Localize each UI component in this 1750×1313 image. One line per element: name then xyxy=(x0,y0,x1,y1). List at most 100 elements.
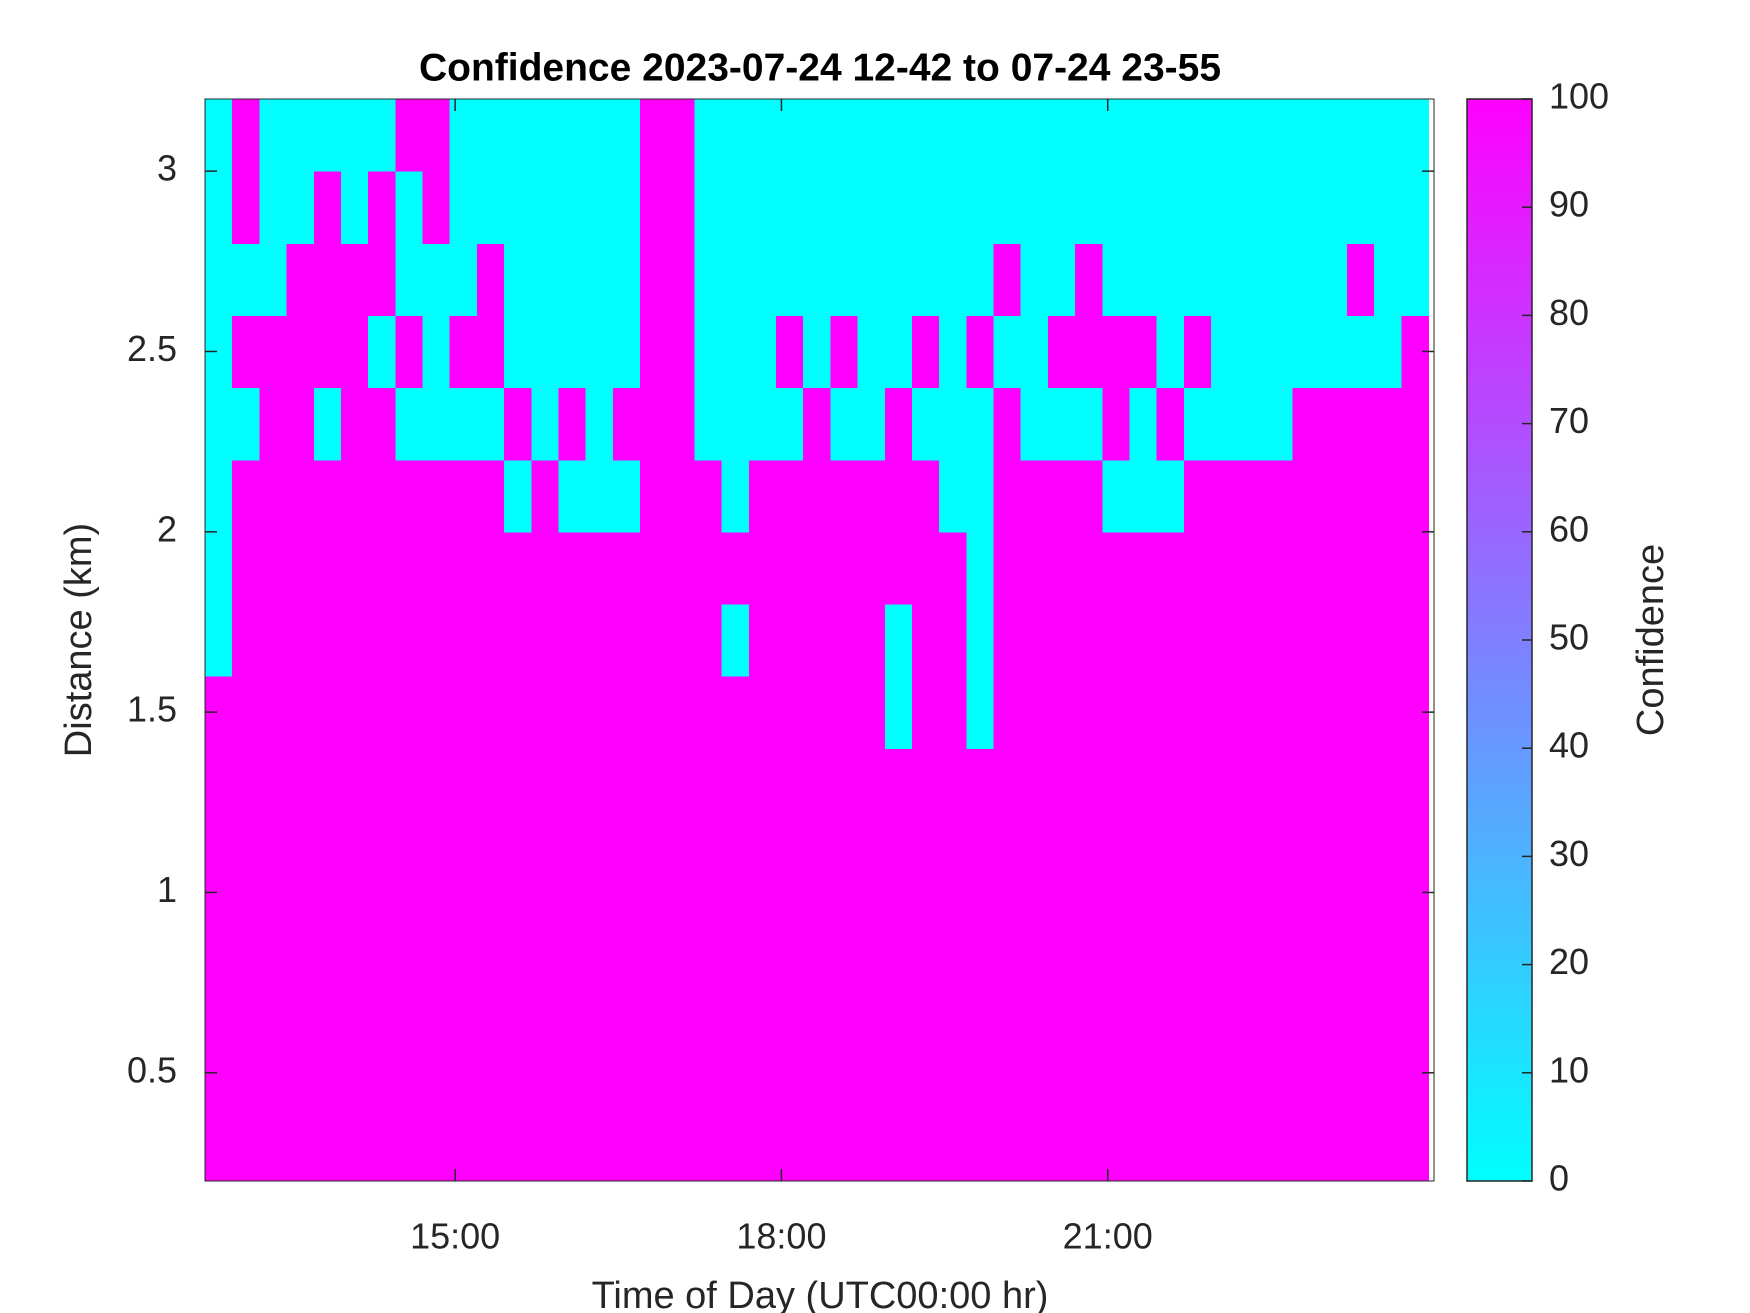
heatmap-cell xyxy=(476,603,505,677)
heatmap-cell xyxy=(993,1108,1022,1181)
heatmap-cell xyxy=(558,1036,587,1110)
heatmap-cell xyxy=(1265,603,1294,677)
heatmap-cell xyxy=(775,315,804,389)
heatmap-cell xyxy=(585,171,614,244)
heatmap-cell xyxy=(1129,964,1158,1038)
heatmap-cell xyxy=(721,1036,750,1110)
heatmap-cell xyxy=(884,315,913,389)
heatmap-cell xyxy=(313,964,342,1038)
heatmap-cell xyxy=(748,387,777,461)
heatmap-cell xyxy=(286,748,315,821)
heatmap-cell xyxy=(313,892,342,966)
heatmap-cell xyxy=(313,676,342,749)
heatmap-cell xyxy=(1211,676,1239,749)
heatmap-cell xyxy=(1292,820,1321,894)
heatmap-cell xyxy=(1047,603,1076,677)
heatmap-cell xyxy=(476,820,505,894)
heatmap-cell xyxy=(259,820,288,894)
heatmap-cell xyxy=(1129,243,1158,316)
heatmap-cell xyxy=(612,820,641,894)
heatmap-cell xyxy=(531,748,560,821)
colorbar-tick-label: 70 xyxy=(1549,400,1589,441)
heatmap-cell xyxy=(1374,171,1402,244)
heatmap-cell xyxy=(313,1036,342,1110)
heatmap-cell xyxy=(939,387,967,461)
heatmap-cell xyxy=(612,99,641,172)
heatmap-cell xyxy=(748,1108,777,1181)
heatmap-cell xyxy=(612,748,641,821)
heatmap-cell xyxy=(667,387,696,461)
heatmap-cell xyxy=(830,1036,859,1110)
heatmap-cell xyxy=(1238,315,1267,389)
heatmap-cell xyxy=(1319,1108,1348,1181)
heatmap-cell xyxy=(748,459,777,533)
heatmap-cell xyxy=(1346,964,1375,1038)
heatmap-cell xyxy=(857,820,886,894)
heatmap-cell xyxy=(395,531,424,605)
heatmap-cell xyxy=(721,1108,750,1181)
heatmap-cell xyxy=(667,892,696,966)
colorbar-tick-label: 90 xyxy=(1549,184,1589,225)
heatmap-cell xyxy=(1183,243,1212,316)
heatmap-cell xyxy=(558,459,587,533)
heatmap-cell xyxy=(395,171,424,244)
heatmap-cell xyxy=(205,964,233,1038)
heatmap-cell xyxy=(721,387,750,461)
heatmap-cell xyxy=(232,1108,260,1181)
heatmap-cell xyxy=(748,820,777,894)
heatmap-cell xyxy=(1020,99,1049,172)
heatmap-cell xyxy=(667,243,696,316)
heatmap-cell xyxy=(1401,820,1430,894)
heatmap-cell xyxy=(612,243,641,316)
heatmap-cell xyxy=(694,459,723,533)
heatmap-cell xyxy=(368,748,396,821)
heatmap-cell xyxy=(205,820,233,894)
heatmap-cell xyxy=(1346,603,1375,677)
heatmap-cell xyxy=(694,99,723,172)
heatmap-cell xyxy=(259,676,288,749)
heatmap-cell xyxy=(395,1036,424,1110)
heatmap-cell xyxy=(504,99,532,172)
heatmap-cell xyxy=(1211,603,1239,677)
heatmap-cell xyxy=(1047,1108,1076,1181)
heatmap-cell xyxy=(476,171,505,244)
heatmap-cell xyxy=(286,531,315,605)
heatmap-cell xyxy=(1102,603,1131,677)
heatmap-cell xyxy=(1238,892,1267,966)
heatmap-cell xyxy=(721,171,750,244)
heatmap-cell xyxy=(585,676,614,749)
heatmap-cell xyxy=(694,676,723,749)
heatmap-cell xyxy=(1292,315,1321,389)
heatmap-cell xyxy=(1374,1108,1402,1181)
heatmap-cell xyxy=(748,748,777,821)
heatmap-cell xyxy=(775,171,804,244)
heatmap-cell xyxy=(830,459,859,533)
heatmap-cell xyxy=(585,387,614,461)
heatmap-cell xyxy=(966,315,995,389)
heatmap-cell xyxy=(694,531,723,605)
heatmap-cell xyxy=(368,459,396,533)
heatmap-cell xyxy=(1401,99,1430,172)
heatmap-cell xyxy=(911,892,940,966)
heatmap-cell xyxy=(993,603,1022,677)
heatmap-cell xyxy=(340,315,369,389)
heatmap-cell xyxy=(232,676,260,749)
heatmap-cell xyxy=(884,531,913,605)
heatmap-cell xyxy=(476,748,505,821)
heatmap-cell xyxy=(939,603,967,677)
heatmap-cell xyxy=(1102,459,1131,533)
heatmap-cell xyxy=(1047,531,1076,605)
heatmap-cell xyxy=(748,531,777,605)
heatmap-cell xyxy=(504,315,532,389)
heatmap-cell xyxy=(340,243,369,316)
heatmap-cell xyxy=(476,243,505,316)
heatmap-cell xyxy=(504,964,532,1038)
heatmap-cell xyxy=(966,531,995,605)
heatmap-cell xyxy=(1211,964,1239,1038)
heatmap-cell xyxy=(449,1108,478,1181)
heatmap-cell xyxy=(640,820,668,894)
heatmap-cell xyxy=(286,1108,315,1181)
heatmap-cell xyxy=(504,243,532,316)
chart-title: Confidence 2023-07-24 12-42 to 07-24 23-… xyxy=(419,46,1221,89)
